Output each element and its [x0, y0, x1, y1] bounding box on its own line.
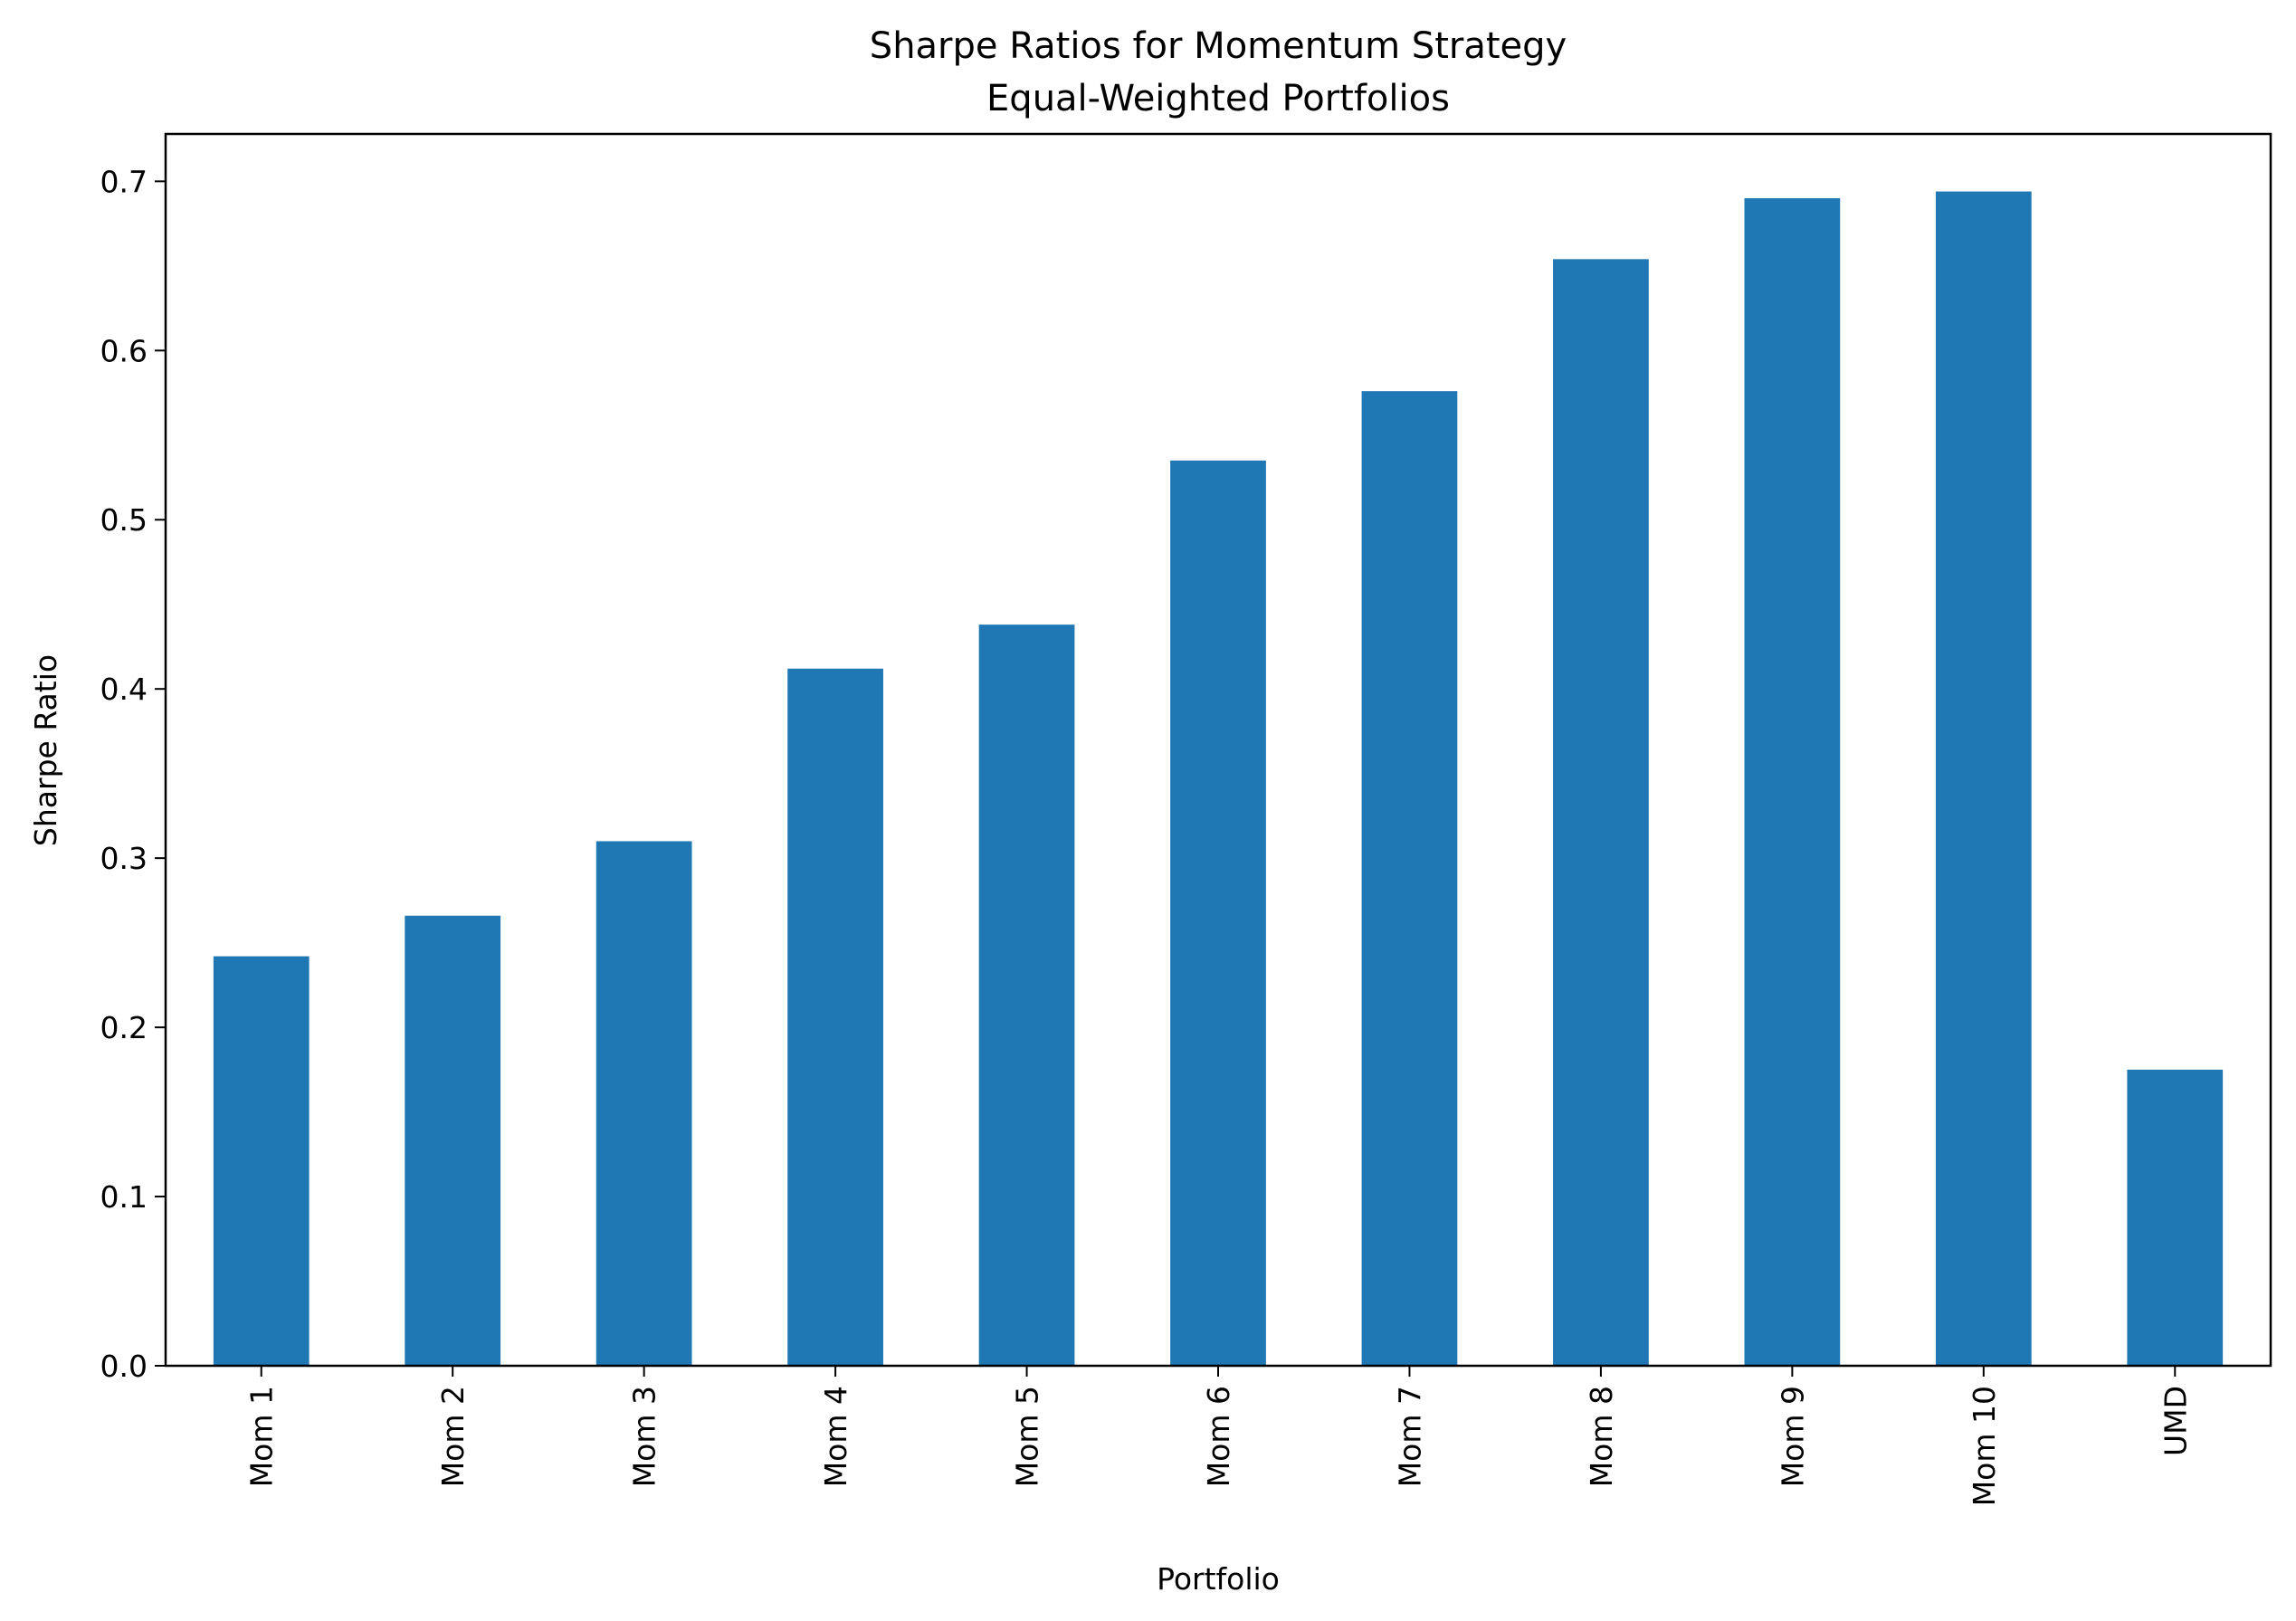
- x-tick-label: Mom 1: [244, 1386, 280, 1487]
- x-tick-label: Mom 2: [435, 1386, 471, 1487]
- bars-group: [213, 191, 2224, 1367]
- chart-title: Sharpe Ratios for Momentum Strategy: [870, 25, 1567, 67]
- y-tick-label: 0.3: [100, 841, 148, 876]
- bar-mom-5: [978, 625, 1075, 1366]
- bar-mom-10: [1935, 191, 2032, 1366]
- x-tick-label: Mom 5: [1010, 1386, 1045, 1487]
- bar-mom-7: [1361, 391, 1458, 1367]
- y-axis-label: Sharpe Ratio: [28, 654, 63, 846]
- x-axis-ticks: Mom 1 Mom 2 Mom 3 Mom 4 Mom 5 Mom 6 Mom 7 Mom 8…: [244, 1366, 2193, 1506]
- y-tick-label: 0.5: [100, 502, 148, 538]
- x-tick-label: Mom 9: [1775, 1386, 1810, 1487]
- x-tick-label: Mom 8: [1584, 1386, 1619, 1487]
- bar-mom-2: [405, 915, 501, 1366]
- y-tick-label: 0.7: [100, 164, 148, 199]
- bar-mom-1: [213, 956, 310, 1366]
- y-tick-label: 0.2: [100, 1010, 148, 1045]
- y-tick-label: 0.4: [100, 672, 148, 707]
- x-axis-label: Portfolio: [1157, 1561, 1280, 1597]
- y-tick-label: 0.6: [100, 333, 148, 368]
- bar-mom-6: [1170, 460, 1266, 1366]
- x-tick-label: Mom 4: [818, 1386, 853, 1487]
- y-tick-label: 0.1: [100, 1179, 148, 1215]
- x-tick-label: Mom 6: [1201, 1386, 1236, 1487]
- bar-umd: [2127, 1069, 2224, 1366]
- plot-frame: [164, 132, 2272, 1368]
- bar-mom-4: [787, 668, 883, 1366]
- x-tick-label: UMD: [2158, 1386, 2193, 1456]
- x-tick-label: Mom 3: [627, 1386, 662, 1487]
- chart-subtitle: Equal-Weighted Portfolios: [986, 78, 1450, 119]
- x-tick-label: Mom 7: [1392, 1386, 1427, 1487]
- y-axis-ticks: 0.0 0.1 0.2 0.3 0.4 0.5 0.6 0.7: [100, 164, 166, 1384]
- bar-mom-9: [1744, 198, 1841, 1366]
- bar-mom-8: [1553, 259, 1649, 1367]
- bar-mom-3: [595, 841, 692, 1366]
- x-tick-label: Mom 10: [1967, 1386, 2002, 1506]
- y-tick-label: 0.0: [100, 1349, 148, 1384]
